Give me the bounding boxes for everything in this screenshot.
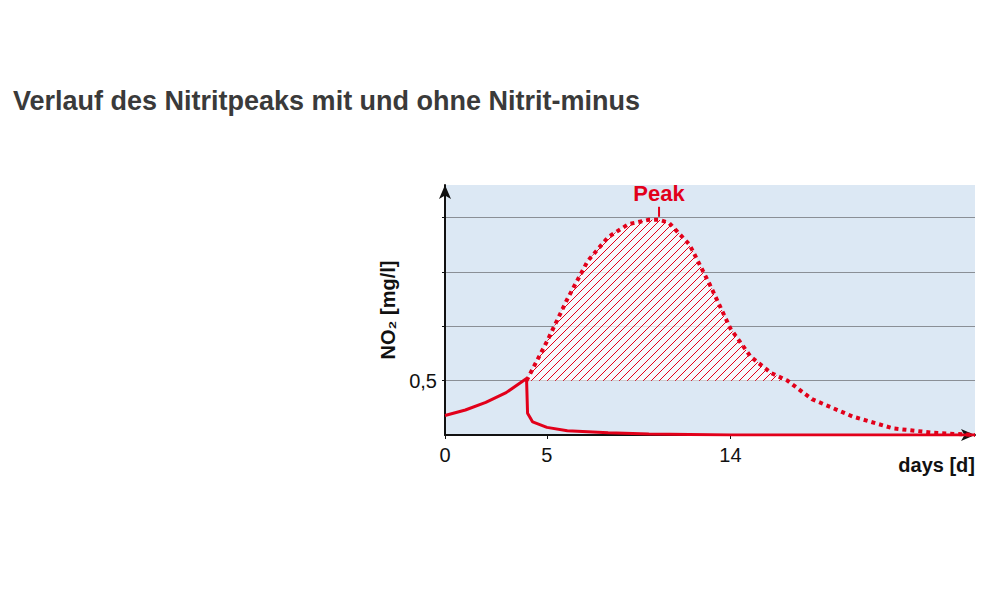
svg-text:5: 5 bbox=[541, 444, 552, 466]
svg-text:Verlauf des Nitritpeaks mit un: Verlauf des Nitritpeaks mit und ohne Nit… bbox=[13, 86, 640, 116]
svg-text:14: 14 bbox=[719, 444, 741, 466]
svg-text:0,5: 0,5 bbox=[409, 370, 437, 392]
svg-text:0: 0 bbox=[439, 444, 450, 466]
svg-text:Peak: Peak bbox=[633, 181, 685, 206]
svg-text:NO₂ [mg/l]: NO₂ [mg/l] bbox=[377, 261, 399, 360]
svg-text:days [d]: days [d] bbox=[898, 454, 975, 476]
